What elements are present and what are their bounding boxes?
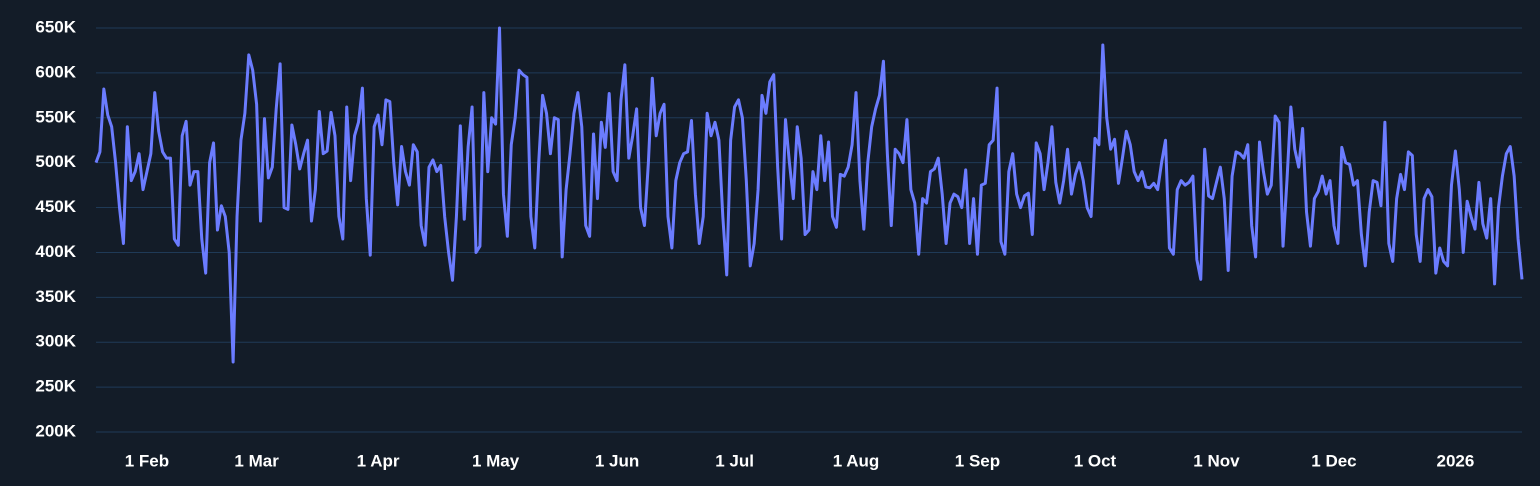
x-tick-label: 1 Sep [955,451,1000,470]
y-tick-label: 250K [35,377,76,396]
y-tick-label: 450K [35,197,76,216]
x-tick-label: 1 Mar [234,451,279,470]
x-tick-label: 1 Aug [833,451,880,470]
y-tick-label: 300K [35,332,76,351]
x-tick-label: 1 May [472,451,520,470]
x-tick-label: 1 Jul [715,451,754,470]
y-tick-label: 500K [35,152,76,171]
y-tick-label: 350K [35,287,76,306]
data-line [94,26,1524,364]
y-tick-label: 550K [35,107,76,126]
y-tick-label: 600K [35,62,76,81]
x-tick-label: 1 Oct [1074,451,1117,470]
x-tick-label: 1 Jun [595,451,639,470]
x-tick-label: 1 Dec [1311,451,1356,470]
x-tick-label: 1 Feb [125,451,169,470]
x-tick-label: 1 Nov [1193,451,1240,470]
x-tick-label: 1 Apr [357,451,400,470]
x-tick-label: 2026 [1436,451,1474,470]
y-tick-label: 650K [35,17,76,36]
y-tick-label: 200K [35,421,76,440]
y-tick-label: 400K [35,242,76,261]
